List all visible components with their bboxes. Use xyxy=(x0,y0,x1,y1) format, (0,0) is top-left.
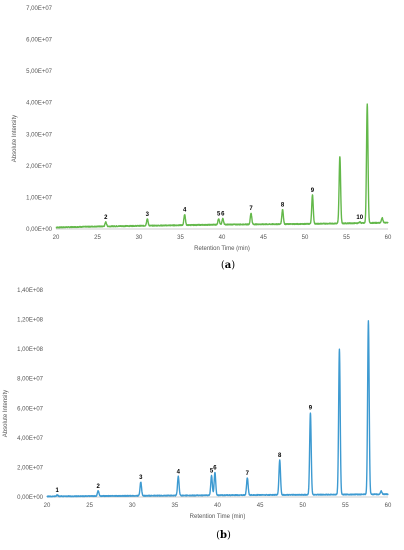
peak-label: 9 xyxy=(309,406,313,412)
y-tick-label: 1,40E+08 xyxy=(17,288,44,294)
y-tick-label: 4,00E+07 xyxy=(17,436,44,442)
y-tick-label: 0,00E+00 xyxy=(26,227,53,233)
x-tick-label: 40 xyxy=(214,503,221,509)
x-tick-label: 20 xyxy=(53,235,60,241)
x-tick-label: 40 xyxy=(219,235,226,241)
y-axis-label: Absolute Intensity xyxy=(12,115,18,162)
peak-label: 3 xyxy=(146,212,150,218)
y-axis-label: Absolute Intensity xyxy=(3,390,9,437)
y-tick-label: 3,00E+07 xyxy=(26,132,53,138)
y-tick-label: 4,00E+07 xyxy=(26,101,53,107)
peak-label: 1 xyxy=(56,488,60,494)
y-tick-label: 1,20E+08 xyxy=(17,318,44,324)
peak-label: 7 xyxy=(246,471,250,477)
x-tick-label: 30 xyxy=(129,503,136,509)
x-tick-label: 45 xyxy=(257,503,264,509)
y-tick-label: 2,00E+07 xyxy=(17,465,44,471)
peak-label: 4 xyxy=(177,469,181,475)
peak-label: 4 xyxy=(183,207,187,213)
peak-label: 2 xyxy=(104,215,108,221)
x-tick-label: 55 xyxy=(342,503,349,509)
peak-label: 10 xyxy=(356,215,363,221)
panel-label: (a) xyxy=(221,260,235,271)
x-tick-label: 55 xyxy=(343,235,350,241)
peak-label: 7 xyxy=(249,206,253,212)
peak-label: 3 xyxy=(139,475,143,481)
y-tick-label: 7,00E+07 xyxy=(26,6,53,12)
chromatogram-trace xyxy=(46,320,389,498)
x-axis-label: Retention Time (min) xyxy=(190,514,246,520)
peak-label: 8 xyxy=(281,202,285,208)
y-tick-label: 0,00E+00 xyxy=(17,495,44,501)
y-tick-label: 2,00E+07 xyxy=(26,164,53,170)
x-tick-label: 25 xyxy=(94,235,101,241)
peak-label: 2 xyxy=(96,484,100,490)
x-tick-label: 50 xyxy=(299,503,306,509)
panel-label: (b) xyxy=(216,530,231,541)
peak-label: 6 xyxy=(221,212,225,218)
y-tick-label: 6,00E+07 xyxy=(26,38,53,44)
y-tick-label: 6,00E+07 xyxy=(17,406,44,412)
x-tick-label: 45 xyxy=(260,235,267,241)
chart-panel-b: 0,00E+00 2,00E+07 4,00E+07 6,00E+07 8,00E+07… xyxy=(3,288,392,541)
x-tick-label: 25 xyxy=(86,503,93,509)
y-tick-label: 1,00E+07 xyxy=(26,195,53,201)
peak-label: 8 xyxy=(278,453,282,459)
x-tick-label: 60 xyxy=(385,503,392,509)
x-tick-label: 60 xyxy=(385,235,392,241)
y-tick-label: 5,00E+07 xyxy=(26,69,53,75)
chromatogram-trace xyxy=(55,103,389,229)
x-tick-label: 50 xyxy=(302,235,309,241)
y-tick-label: 1,00E+08 xyxy=(17,347,44,353)
chart-panel-a: 0,00E+00 1,00E+07 2,00E+07 3,00E+07 4,00E+07… xyxy=(12,6,392,271)
peak-label: 9 xyxy=(311,188,315,194)
x-tick-label: 30 xyxy=(136,235,143,241)
x-tick-label: 35 xyxy=(177,235,184,241)
x-tick-label: 35 xyxy=(172,503,179,509)
y-tick-label: 8,00E+07 xyxy=(17,377,44,383)
x-axis-label: Retention Time (min) xyxy=(194,246,250,252)
peak-label: 5 xyxy=(217,212,221,218)
peak-label: 6 xyxy=(213,466,217,472)
peak-label: 5 xyxy=(210,469,214,475)
x-tick-label: 20 xyxy=(44,503,51,509)
